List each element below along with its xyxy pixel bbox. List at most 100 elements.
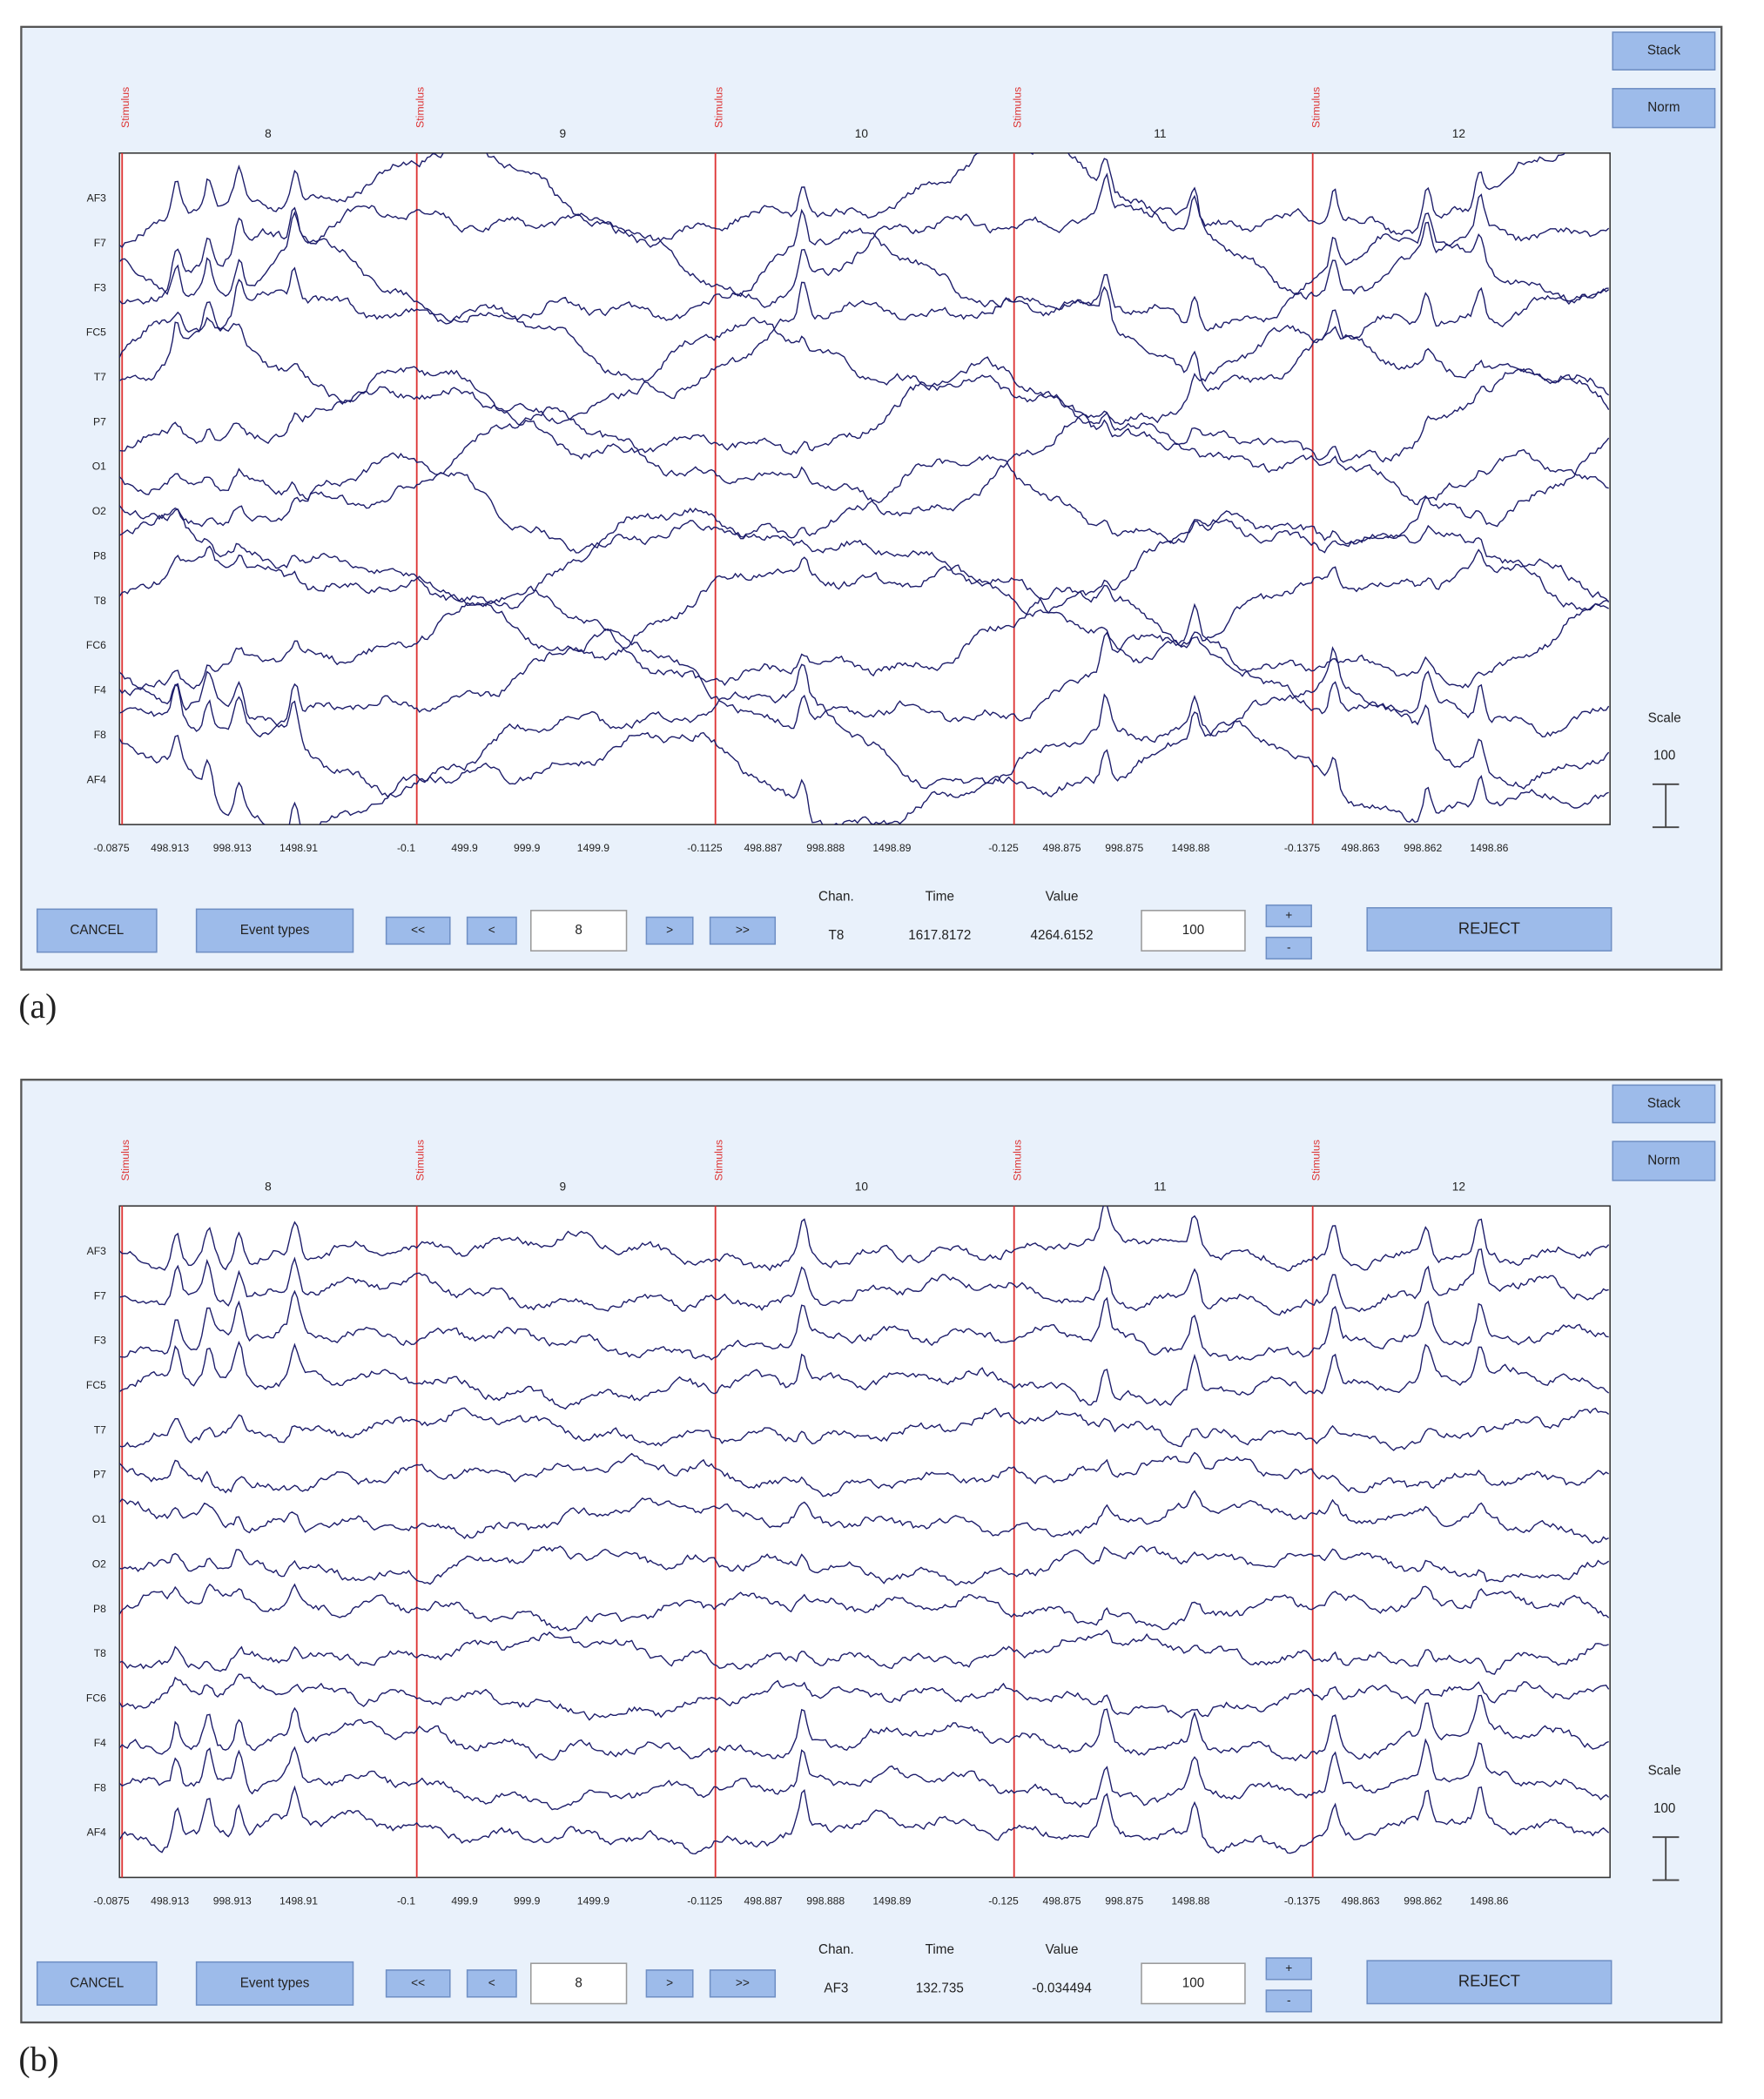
epoch-input[interactable]: 8 [575,1975,582,1990]
stack-button[interactable]: Stack [1612,1084,1716,1124]
norm-button-bg[interactable] [1612,88,1716,129]
eeg-trace [119,172,1610,308]
plus-button[interactable]: + [1265,904,1312,928]
event-label: Stimulus [1310,1140,1323,1181]
x-tick-label: -0.125 [988,1894,1019,1907]
prev-button[interactable]: < [466,916,517,945]
plus-button[interactable]: + [1265,1957,1312,1981]
event-types-button-label[interactable]: Event types [240,923,310,938]
prev-button-label[interactable]: < [488,1976,495,1989]
event-label: Stimulus [1012,87,1024,128]
eeg-trace [119,711,1609,825]
next-button[interactable]: > [645,1969,694,1998]
norm-button-label[interactable]: Norm [1647,1154,1680,1168]
minus-button-label[interactable]: - [1287,941,1291,954]
eeg-trace [119,1490,1609,1544]
minus-button-bg[interactable] [1265,1989,1312,2013]
stack-button[interactable]: Stack [1612,31,1716,71]
prev-button-bg[interactable] [466,916,517,945]
epoch-input-box[interactable] [530,910,628,952]
norm-button-bg[interactable] [1612,1140,1716,1181]
next-button-bg[interactable] [645,916,694,945]
plus-button-bg[interactable] [1265,1957,1312,1981]
prev-button-label[interactable]: < [488,924,495,937]
plus-button-label[interactable]: + [1285,1961,1292,1975]
last-button[interactable]: >> [709,1969,777,1998]
first-button-label[interactable]: << [411,1976,425,1989]
epoch-label: 10 [855,127,869,140]
x-tick-label: -0.1 [397,1894,415,1907]
reject-button-bg[interactable] [1366,1960,1613,2005]
next-button-label[interactable]: > [666,924,673,937]
next-button-bg[interactable] [645,1969,694,1998]
stack-button-label[interactable]: Stack [1647,44,1680,58]
plus-button-bg[interactable] [1265,904,1312,928]
last-button-label[interactable]: >> [736,1976,750,1989]
next-button[interactable]: > [645,916,694,945]
last-button-bg[interactable] [709,916,777,945]
eeg-trace [119,1248,1609,1316]
channel-label: P8 [93,549,106,562]
prev-button[interactable]: < [466,1969,517,1998]
reject-button[interactable]: REJECT [1366,1960,1613,2005]
channel-label: O1 [92,461,106,473]
panel: (b) Stack Norm Stimulus 8 -0.0875 498.913 998.9… [18,1079,1723,2079]
event-label: Stimulus [119,87,131,128]
first-button-bg[interactable] [385,916,451,945]
plot-area [118,152,1611,825]
minus-button[interactable]: - [1265,1989,1312,2013]
panel: (a) Stack Norm Stimulus 8 -0.0875 498.913 998.9… [18,25,1723,1026]
x-tick-label: -0.1125 [687,1894,723,1907]
reject-button[interactable]: REJECT [1366,906,1613,952]
scale-input[interactable]: 100 [1182,1975,1204,1990]
first-button[interactable]: << [385,916,451,945]
cancel-button[interactable]: CANCEL [36,1961,158,2006]
scale-input-box[interactable] [1141,1962,1246,2005]
next-button-label[interactable]: > [666,1976,673,1989]
cancel-button-label[interactable]: CANCEL [70,923,124,938]
minus-button-bg[interactable] [1265,936,1312,960]
event-types-button[interactable]: Event types [195,1961,354,2006]
last-button[interactable]: >> [709,916,777,945]
norm-button[interactable]: Norm [1612,1140,1716,1181]
stack-button-label[interactable]: Stack [1647,1096,1680,1111]
minus-button-label[interactable]: - [1287,1994,1291,2007]
cancel-button-bg[interactable] [36,1961,158,2006]
stack-button-bg[interactable] [1612,1084,1716,1124]
eeg-trace [119,311,1610,426]
reject-button-label[interactable]: REJECT [1458,918,1520,937]
stack-button-bg[interactable] [1612,31,1716,71]
event-types-button-label[interactable]: Event types [240,1975,310,1990]
first-button-bg[interactable] [385,1969,451,1998]
first-button-label[interactable]: << [411,924,425,937]
chan-value: T8 [829,928,845,943]
cancel-button-bg[interactable] [36,908,158,953]
plus-button-label[interactable]: + [1285,909,1292,922]
scale-input[interactable]: 100 [1182,923,1204,938]
channel-label: P7 [93,415,106,427]
scale-input-box[interactable] [1141,910,1246,952]
event-types-button[interactable]: Event types [195,908,354,953]
channel-label: O2 [92,1557,106,1570]
first-button[interactable]: << [385,1969,451,1998]
x-tick-label: 999.9 [514,1894,541,1907]
norm-button-label[interactable]: Norm [1647,100,1680,115]
norm-button[interactable]: Norm [1612,88,1716,129]
last-button-bg[interactable] [709,1969,777,1998]
prev-button-bg[interactable] [466,1969,517,1998]
epoch-input-box[interactable] [530,1962,628,2005]
cancel-button-label[interactable]: CANCEL [70,1975,124,1990]
cancel-button[interactable]: CANCEL [36,908,158,953]
x-tick-label: 998.888 [806,1894,845,1907]
x-tick-label: 499.9 [451,842,478,854]
x-tick-label: 498.887 [744,1894,783,1907]
event-types-button-bg[interactable] [195,908,354,953]
eeg-trace [119,1583,1610,1631]
reject-button-bg[interactable] [1366,906,1613,952]
epoch-input[interactable]: 8 [575,923,582,938]
last-button-label[interactable]: >> [736,924,750,937]
minus-button[interactable]: - [1265,936,1312,960]
caption: (a) [18,986,57,1026]
event-types-button-bg[interactable] [195,1961,354,2006]
reject-button-label[interactable]: REJECT [1458,1972,1520,1990]
